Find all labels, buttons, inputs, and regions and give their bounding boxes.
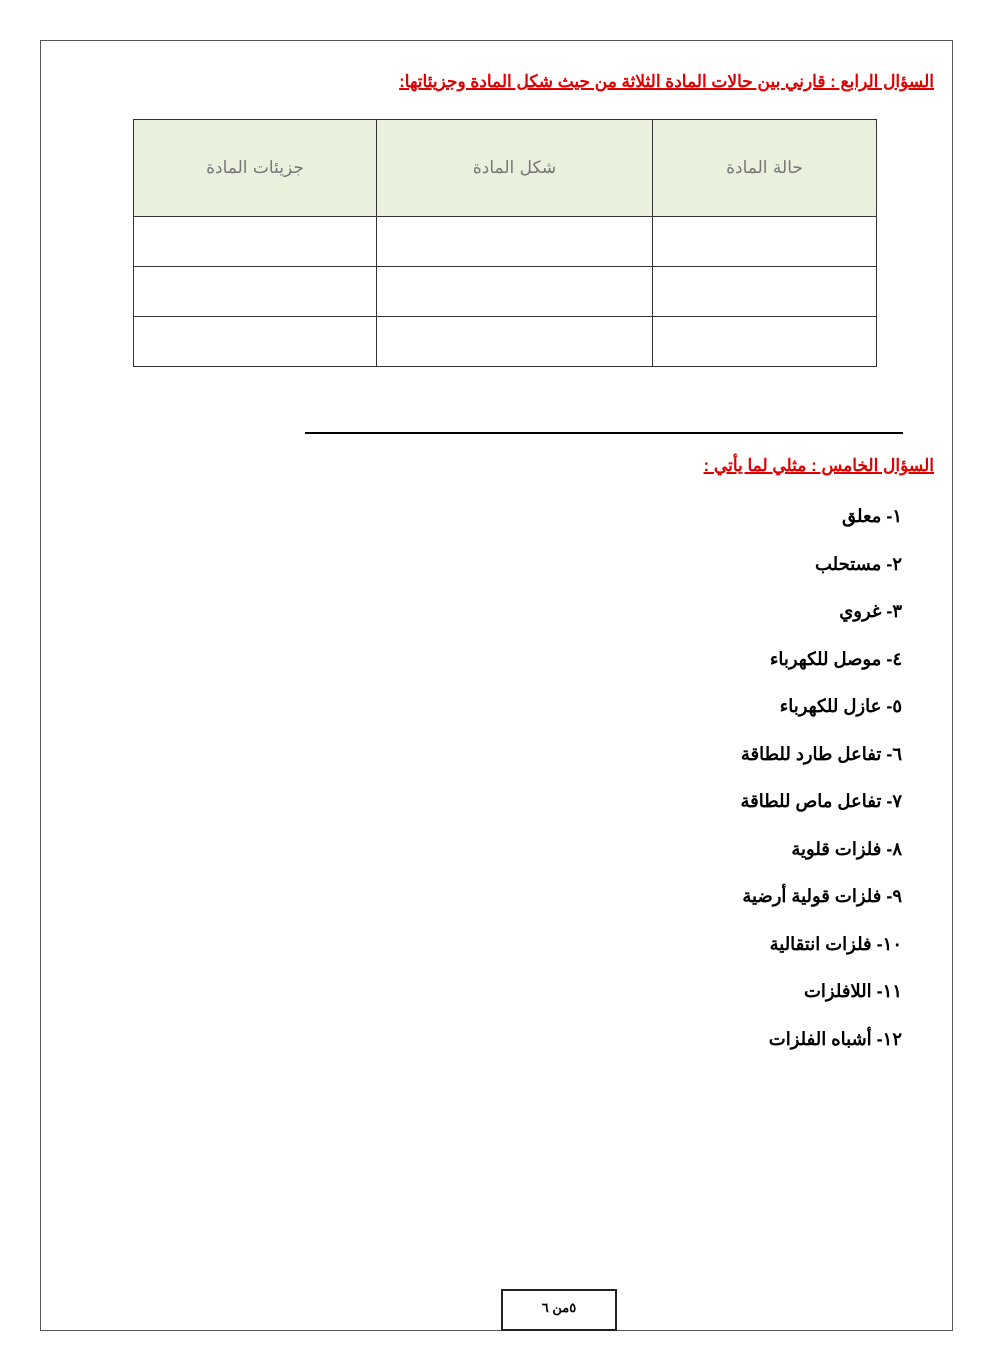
table-cell[interactable]	[133, 266, 377, 317]
list-item: ١- معلق	[842, 506, 902, 526]
list-item: ٥- عازل للكهرباء	[779, 696, 902, 716]
table-cell[interactable]	[652, 216, 877, 267]
list-item: ٣- غروي	[839, 601, 902, 621]
page-number: ٥من ٦	[501, 1289, 617, 1331]
question-5-title: السؤال الخامس : مثلي لما يأتي :	[703, 456, 934, 475]
table-cell[interactable]	[652, 316, 877, 367]
table-cell[interactable]	[652, 266, 877, 317]
list-item: ٧- تفاعل ماص للطاقة	[740, 791, 902, 811]
list-item: ١٢- أشباه الفلزات	[768, 1028, 902, 1049]
comparison-table: حالة المادة شكل المادة جزيئات المادة	[133, 119, 877, 367]
divider-line	[305, 432, 903, 434]
list-item: ٤- موصل للكهرباء	[769, 648, 902, 669]
header-state: حالة المادة	[652, 119, 877, 217]
list-item: ١١- اللافلزات	[803, 981, 902, 1001]
table-cell[interactable]	[376, 216, 653, 267]
list-item: ٨- فلزات قلوية	[791, 838, 902, 859]
table-row	[133, 266, 877, 317]
examples-list: ١- معلق ٢- مستحلب ٣- غروي ٤- موصل للكهرب…	[741, 502, 902, 1072]
list-item: ٢- مستحلب	[814, 553, 902, 574]
table-cell[interactable]	[133, 216, 377, 267]
table-header-row: حالة المادة شكل المادة جزيئات المادة	[133, 119, 877, 217]
page-border	[40, 40, 953, 1331]
header-molecules: جزيئات المادة	[133, 119, 377, 217]
question-4-title: السؤال الرابع : قارني بين حالات المادة ا…	[399, 72, 934, 91]
list-item: ١٠- فلزات انتقالية	[769, 933, 902, 954]
table-cell[interactable]	[376, 316, 653, 367]
list-item: ٩- فلزات قولية أرضية	[742, 886, 902, 906]
header-shape: شكل المادة	[376, 119, 653, 217]
list-item: ٦- تفاعل طارد للطاقة	[740, 743, 902, 764]
table-cell[interactable]	[376, 266, 653, 317]
table-row	[133, 316, 877, 367]
table-row	[133, 216, 877, 267]
table-cell[interactable]	[133, 316, 377, 367]
